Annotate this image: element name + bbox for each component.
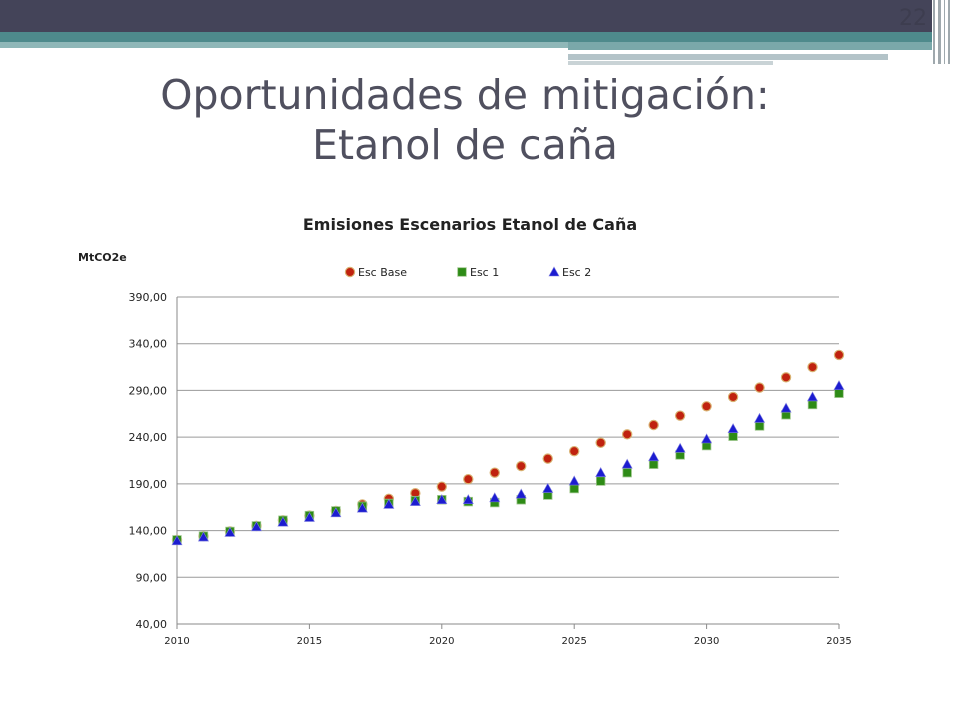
y-tick-label: 340,00 xyxy=(129,338,168,351)
y-tick-label: 90,00 xyxy=(136,571,168,584)
header-decor-vline-1 xyxy=(933,0,935,64)
data-point-series-2 xyxy=(754,421,765,431)
data-point-series-3 xyxy=(727,423,739,434)
data-point-series-3 xyxy=(648,451,660,462)
header-decor-vline-2 xyxy=(938,0,941,64)
data-point-series-1 xyxy=(701,401,712,412)
data-point-series-3 xyxy=(489,492,501,503)
data-point-series-1 xyxy=(833,349,845,361)
data-point-series-1 xyxy=(516,460,527,472)
data-point-series-3 xyxy=(303,511,315,522)
data-point-series-2 xyxy=(834,388,844,398)
header-accent-strip-right xyxy=(568,42,932,50)
slide-title: Oportunidades de mitigación: Etanol de c… xyxy=(0,70,930,170)
data-point-series-3 xyxy=(436,494,448,505)
data-point-series-3 xyxy=(621,458,633,469)
data-point-series-3 xyxy=(250,521,262,532)
x-tick-label: 2010 xyxy=(164,636,189,647)
slide-title-line-2: Etanol de caña xyxy=(312,121,618,169)
header-decor-vline-3 xyxy=(944,0,945,64)
data-point-series-2 xyxy=(807,399,818,410)
header-bar xyxy=(0,0,932,32)
data-point-series-3 xyxy=(542,482,554,493)
data-point-series-3 xyxy=(171,535,183,546)
data-point-series-1 xyxy=(542,453,553,464)
data-point-series-2 xyxy=(728,431,738,441)
header-accent-strip-left xyxy=(0,42,568,48)
y-axis-label: MtCO2e xyxy=(78,251,127,264)
data-point-series-1 xyxy=(780,372,792,383)
data-point-series-1 xyxy=(674,410,686,421)
data-point-series-1 xyxy=(648,419,659,431)
data-point-series-3 xyxy=(833,380,845,391)
y-tick-label: 140,00 xyxy=(129,525,168,538)
slide-number: 22 xyxy=(899,6,927,31)
legend-marker-series-2 xyxy=(457,267,467,277)
data-point-series-1 xyxy=(754,382,765,393)
data-point-series-3 xyxy=(462,494,474,505)
legend-marker-series-1 xyxy=(344,266,356,278)
data-point-series-3 xyxy=(224,526,236,537)
data-point-series-3 xyxy=(780,402,792,413)
data-point-series-1 xyxy=(807,361,818,373)
data-point-series-3 xyxy=(807,391,819,402)
chart-title: Emisiones Escenarios Etanol de Caña xyxy=(303,215,637,234)
data-point-series-3 xyxy=(409,495,421,506)
data-point-series-2 xyxy=(622,467,632,478)
data-point-series-3 xyxy=(330,507,342,518)
x-tick-label: 2030 xyxy=(694,636,719,647)
data-point-series-3 xyxy=(754,412,766,423)
legend-label-series-3: Esc 2 xyxy=(562,266,591,279)
data-point-series-3 xyxy=(277,516,289,527)
data-point-series-3 xyxy=(595,467,607,477)
y-tick-label: 40,00 xyxy=(136,618,168,631)
data-point-series-1 xyxy=(489,467,500,478)
data-point-series-1 xyxy=(727,391,739,403)
x-tick-label: 2035 xyxy=(826,636,851,647)
data-point-series-3 xyxy=(515,488,527,499)
data-point-series-3 xyxy=(383,498,395,509)
data-point-series-1 xyxy=(569,445,580,457)
data-point-series-3 xyxy=(197,531,209,542)
data-point-series-1 xyxy=(621,429,633,440)
y-tick-label: 390,00 xyxy=(129,291,168,304)
data-point-series-1 xyxy=(595,437,606,448)
data-point-series-2 xyxy=(648,459,659,469)
data-point-series-3 xyxy=(701,433,713,444)
slide-title-line-1: Oportunidades de mitigación: xyxy=(160,71,770,119)
data-point-series-2 xyxy=(595,476,606,486)
legend-marker-series-3 xyxy=(548,266,560,277)
data-point-series-1 xyxy=(463,473,474,485)
data-point-series-3 xyxy=(568,475,580,486)
y-tick-label: 190,00 xyxy=(129,478,168,491)
data-point-series-3 xyxy=(674,442,686,453)
data-point-series-2 xyxy=(569,483,579,494)
x-tick-label: 2015 xyxy=(297,636,322,647)
legend-label-series-1: Esc Base xyxy=(358,266,407,279)
legend-label-series-2: Esc 1 xyxy=(470,266,499,279)
x-tick-label: 2025 xyxy=(561,636,586,647)
data-point-series-3 xyxy=(356,502,368,513)
data-point-series-1 xyxy=(436,481,447,492)
x-tick-label: 2020 xyxy=(429,636,454,647)
header-decor-line-1 xyxy=(568,54,888,60)
header-decor-vline-4 xyxy=(948,0,950,64)
y-tick-label: 240,00 xyxy=(129,431,168,444)
y-tick-label: 290,00 xyxy=(129,384,168,397)
header-decor-line-2 xyxy=(568,61,773,65)
emissions-chart: Emisiones Escenarios Etanol de Caña MtCO2… xyxy=(78,215,852,647)
header-accent-band xyxy=(0,32,932,42)
